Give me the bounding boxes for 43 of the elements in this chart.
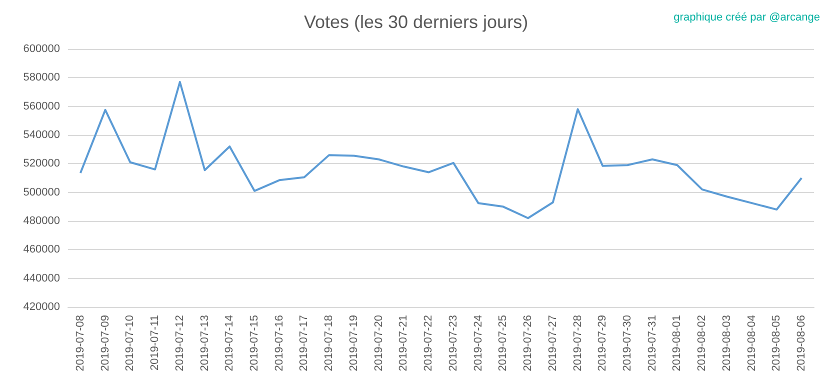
x-tick-label: 2019-07-12 (174, 315, 186, 372)
x-tick-label: 2019-08-05 (770, 315, 783, 372)
x-tick-label: 2019-08-02 (696, 315, 708, 372)
x-tick-label: 2019-07-18 (323, 315, 336, 372)
x-tick-label: 2019-08-03 (720, 315, 733, 372)
x-tick-label: 2019-07-10 (124, 315, 136, 372)
x-tick-label: 2019-07-26 (522, 315, 534, 372)
x-tick-label: 2019-07-24 (472, 315, 484, 372)
x-tick-label: 2019-07-21 (398, 315, 410, 372)
y-tick-label: 500000 (23, 186, 60, 198)
x-tick-label: 2019-07-28 (572, 315, 584, 372)
y-tick-label: 440000 (23, 272, 60, 284)
line-series (79, 80, 803, 220)
x-tick-label: 2019-08-04 (746, 315, 758, 372)
y-tick-label: 580000 (23, 72, 60, 84)
x-tick-label: 2019-07-08 (74, 315, 86, 372)
x-tick-label: 2019-07-16 (273, 315, 286, 372)
y-tick-label: 460000 (23, 244, 60, 256)
x-tick-label: 2019-07-09 (99, 315, 112, 372)
y-tick-label: 600000 (23, 43, 60, 55)
x-tick-label: 2019-07-29 (596, 315, 609, 372)
y-tick-label: 420000 (23, 301, 60, 313)
x-tick-label: 2019-07-23 (447, 315, 460, 372)
x-tick-label: 2019-07-14 (224, 315, 236, 372)
text: graphique créé par @arcange (674, 12, 820, 24)
x-tick-label: 2019-07-27 (546, 315, 559, 372)
x-tick-label: 2019-07-15 (248, 315, 260, 372)
x-tick-label: 2019-07-20 (372, 315, 385, 372)
x-tick-label: 2019-07-13 (198, 315, 211, 372)
chart-title: Votes (les 30 derniers jours) (304, 12, 528, 32)
x-tick-label: 2019-07-30 (622, 315, 634, 372)
x-tick-label: 2019-07-25 (497, 315, 510, 372)
y-tick-label: 540000 (23, 129, 60, 141)
y-tick-label: 520000 (23, 158, 60, 170)
x-tick-label: 2019-07-11 (149, 315, 162, 370)
x-tick-label: 2019-07-22 (422, 315, 435, 372)
x-tick-label: 2019-08-01 (671, 315, 684, 372)
y-tick-label: 480000 (23, 215, 60, 227)
y-tick-label: 560000 (23, 100, 60, 112)
x-tick-label: 2019-08-06 (796, 315, 808, 372)
x-tick-label: 2019-07-31 (646, 315, 658, 372)
x-tick-label: 2019-07-17 (298, 315, 310, 372)
x-tick-label: 2019-07-19 (348, 315, 360, 372)
